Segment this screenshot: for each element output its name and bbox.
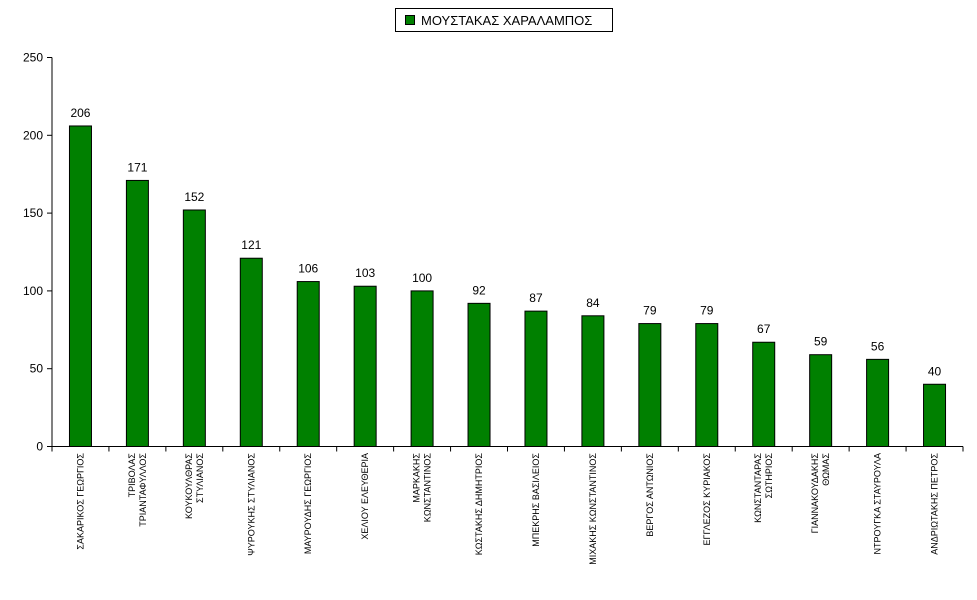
data-label: 56: [871, 339, 885, 353]
bar: [410, 290, 434, 447]
data-label: 87: [529, 291, 543, 305]
x-tick-label-line: ΜΑΥΡΟΥΔΗΣ ΓΕΩΡΓΙΟΣ: [303, 453, 313, 555]
x-tick-label-line: ΚΩΣΤΑΚΗΣ ΔΗΜΗΤΡΙΟΣ: [474, 453, 484, 556]
data-label: 40: [928, 364, 942, 378]
x-tick-label-line: ΣΤΥΛΙΑΝΟΣ: [195, 453, 205, 503]
x-tick-label-line: ΚΩΝΣΤΑΝΤΙΝΟΣ: [423, 453, 433, 523]
x-tick-label: ΜΑΡΚΑΚΗΣΚΩΝΣΤΑΝΤΙΝΟΣ: [412, 453, 433, 523]
x-tick-label-line: ΨΥΡΟΥΚΗΣ ΣΤΥΛΙΑΝΟΣ: [246, 453, 256, 556]
x-tick-label: ΝΤΡΟΥΓΚΑ ΣΤΑΥΡΟΥΛΑ: [873, 453, 883, 554]
x-tick-label: ΨΥΡΟΥΚΗΣ ΣΤΥΛΙΑΝΟΣ: [246, 453, 256, 556]
data-label: 106: [298, 262, 318, 276]
legend: ΜΟΥΣΤΑΚΑΣ ΧΑΡΑΛΑΜΠΟΣ: [395, 8, 613, 32]
bar: [125, 179, 149, 447]
data-label: 67: [757, 322, 771, 336]
data-label: 79: [700, 304, 714, 318]
x-tick-label-line: ΒΕΡΓΟΣ ΑΝΤΩΝΙΟΣ: [645, 453, 655, 537]
y-tick-label: 250: [23, 51, 43, 65]
y-tick-label: 0: [36, 440, 43, 454]
x-tick-label-line: ΣΩΤΗΡΙΟΣ: [764, 453, 774, 499]
data-label: 79: [643, 304, 657, 318]
bar: [296, 281, 320, 447]
x-tick-label-line: ΕΓΓΛΕΖΟΣ ΚΥΡΙΑΚΟΣ: [702, 453, 712, 546]
x-tick-label-line: ΜΠΕΚΡΗΣ ΒΑΣΙΛΕΙΟΣ: [531, 453, 541, 547]
x-tick-label: ΣΑΚΑΡΙΚΟΣ ΓΕΩΡΓΙΟΣ: [75, 453, 85, 550]
data-label: 59: [814, 335, 828, 349]
y-tick-label: 200: [23, 128, 43, 142]
data-label: 84: [586, 296, 600, 310]
x-tick-label-line: ΑΝΔΡΙΩΤΑΚΗΣ ΠΕΤΡΟΣ: [930, 453, 940, 555]
data-label: 206: [70, 106, 90, 120]
x-tick-label: ΚΟΥΚΟΥΛΘΡΑΣΣΤΥΛΙΑΝΟΣ: [184, 453, 205, 519]
x-tick-label: ΜΑΥΡΟΥΔΗΣ ΓΕΩΡΓΙΟΣ: [303, 453, 313, 555]
x-tick-label-line: ΜΑΡΚΑΚΗΣ: [412, 453, 422, 503]
x-tick-label: ΜΠΕΚΡΗΣ ΒΑΣΙΛΕΙΟΣ: [531, 453, 541, 547]
data-label: 152: [184, 190, 204, 204]
bar: [752, 341, 776, 447]
bar: [638, 323, 662, 447]
bar: [182, 209, 206, 447]
x-tick-label-line: ΓΙΑΝΝΑΚΟΥΔΑΚΗΣ: [810, 453, 820, 534]
x-tick-label: ΜΙΧΑΚΗΣ ΚΩΝΣΤΑΝΤΙΝΟΣ: [588, 453, 598, 565]
x-tick-label-line: ΚΩΝΣΤΑΝΤΑΡΑΣ: [753, 453, 763, 523]
bar: [581, 315, 605, 447]
x-tick-label-line: ΧΕΛΙΟΥ ΕΛΕΥΘΕΡΙΑ: [360, 453, 370, 540]
bar: [695, 323, 719, 447]
bar: [866, 358, 890, 448]
legend-label: ΜΟΥΣΤΑΚΑΣ ΧΑΡΑΛΑΜΠΟΣ: [421, 12, 593, 28]
x-tick-label-line: ΤΡΙΑΝΤΑΦΥΛΛΟΣ: [138, 453, 148, 527]
bar: [467, 302, 491, 447]
x-tick-label: ΧΕΛΙΟΥ ΕΛΕΥΘΕΡΙΑ: [360, 453, 370, 540]
y-tick-label: 100: [23, 284, 43, 298]
bar: [239, 257, 263, 447]
data-label: 103: [355, 266, 375, 280]
x-tick-label: ΕΓΓΛΕΖΟΣ ΚΥΡΙΑΚΟΣ: [702, 453, 712, 546]
bar: [809, 354, 833, 448]
x-tick-label-line: ΚΟΥΚΟΥΛΘΡΑΣ: [184, 453, 194, 519]
y-tick-label: 50: [30, 362, 44, 376]
x-tick-label-line: ΘΩΜΑΣ: [821, 453, 831, 486]
data-label: 100: [412, 271, 432, 285]
y-tick-label: 150: [23, 206, 43, 220]
data-label: 171: [127, 160, 147, 174]
bar: [923, 383, 947, 448]
x-tick-label: ΑΝΔΡΙΩΤΑΚΗΣ ΠΕΤΡΟΣ: [930, 453, 940, 555]
data-label: 121: [241, 238, 261, 252]
data-label: 92: [472, 283, 486, 297]
bar: [524, 310, 548, 447]
legend-swatch: [405, 15, 415, 25]
bar: [353, 285, 377, 447]
x-tick-label-line: ΝΤΡΟΥΓΚΑ ΣΤΑΥΡΟΥΛΑ: [873, 453, 883, 554]
x-tick-label-line: ΤΡΙΒΟΛΑΣ: [127, 453, 137, 498]
x-tick-label: ΓΙΑΝΝΑΚΟΥΔΑΚΗΣΘΩΜΑΣ: [810, 453, 831, 534]
x-tick-label-line: ΜΙΧΑΚΗΣ ΚΩΝΣΤΑΝΤΙΝΟΣ: [588, 453, 598, 565]
x-tick-label: ΒΕΡΓΟΣ ΑΝΤΩΝΙΟΣ: [645, 453, 655, 537]
x-tick-label: ΚΩΝΣΤΑΝΤΑΡΑΣΣΩΤΗΡΙΟΣ: [753, 453, 774, 523]
x-tick-label: ΚΩΣΤΑΚΗΣ ΔΗΜΗΤΡΙΟΣ: [474, 453, 484, 556]
x-tick-label-line: ΣΑΚΑΡΙΚΟΣ ΓΕΩΡΓΙΟΣ: [75, 453, 85, 550]
bar: [68, 125, 92, 448]
x-tick-label: ΤΡΙΒΟΛΑΣΤΡΙΑΝΤΑΦΥΛΛΟΣ: [127, 453, 148, 527]
